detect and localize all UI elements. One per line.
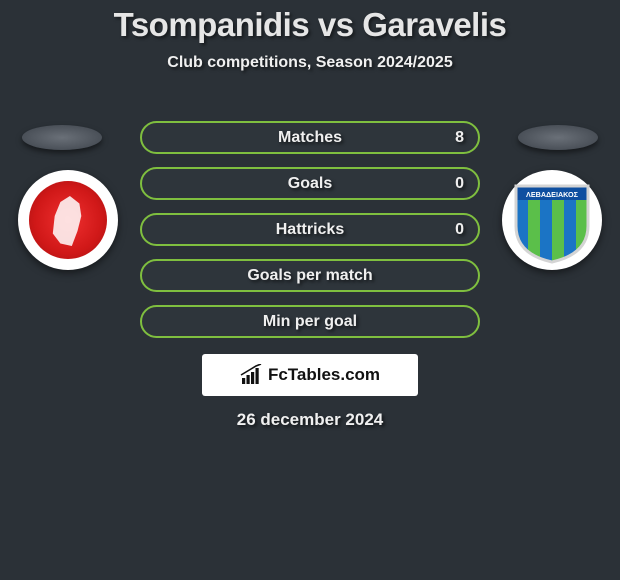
subtitle: Club competitions, Season 2024/2025 [0,54,620,72]
stat-label: Matches [142,129,478,147]
club-badge-left-inner [29,181,107,259]
player-portrait-right [518,125,598,150]
stat-label: Min per goal [142,313,478,331]
stat-row-min-per-goal: Min per goal [140,305,480,338]
club-badge-right: ΛΕΒΑΔΕΙΑΚΟΣ [502,170,602,270]
stat-row-matches: Matches 8 [140,121,480,154]
stat-row-goals: Goals 0 [140,167,480,200]
source-logo: FcTables.com [202,354,418,396]
stat-label: Goals [142,175,478,193]
stat-value-right: 0 [455,221,464,239]
stat-value-right: 0 [455,175,464,193]
stat-row-goals-per-match: Goals per match [140,259,480,292]
stat-row-hattricks: Hattricks 0 [140,213,480,246]
page-title: Tsompanidis vs Garavelis [0,0,620,44]
stats-list: Matches 8 Goals 0 Hattricks 0 Goals per … [140,121,480,351]
source-logo-text: FcTables.com [268,365,380,385]
club-badge-left [18,170,118,270]
barchart-icon [240,364,264,386]
date-text: 26 december 2024 [0,410,620,430]
badge-right-text: ΛΕΒΑΔΕΙΑΚΟΣ [526,190,579,199]
stat-label: Goals per match [142,267,478,285]
player-portrait-left [22,125,102,150]
stat-value-right: 8 [455,129,464,147]
club-badge-right-inner: ΛΕΒΑΔΕΙΑΚΟΣ [510,176,594,264]
stat-label: Hattricks [142,221,478,239]
